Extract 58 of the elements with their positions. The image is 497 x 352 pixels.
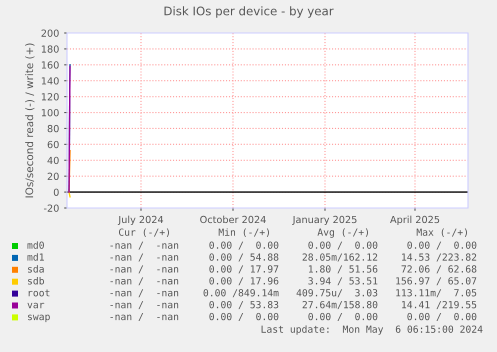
text: -nan / -nan: [110, 313, 178, 322]
y-tick-label: 120: [42, 93, 59, 100]
text: Avg (-/+): [318, 228, 368, 238]
legend-label: var: [27, 302, 44, 308]
y-tick-label: 40: [47, 156, 59, 164]
y-tick-label: 0: [54, 188, 59, 196]
text: -nan / -nan: [110, 301, 178, 310]
text: 0.00 / 54.88: [209, 253, 278, 262]
text: 0.00 / 53.83: [209, 300, 278, 310]
y-tick-label: 80: [48, 124, 59, 132]
text: 156.97 / 65.07: [396, 277, 476, 286]
x-tick-label: January 2025: [292, 216, 356, 226]
text: Last update: Mon May 6 06:15:00 2024: [262, 325, 483, 335]
text: 409.75u/ 3.03: [296, 289, 378, 298]
legend-label: swap: [28, 314, 50, 322]
text: -nan / -nan: [110, 289, 178, 298]
text: 0.00 / 17.96: [209, 277, 278, 286]
text: 113.11m/ 7.05: [396, 289, 476, 298]
legend-label: md1: [28, 253, 44, 261]
legend-label: md0: [28, 241, 44, 249]
y-tick-label: -20: [44, 204, 59, 212]
text: 14.53 /223.82: [402, 253, 476, 262]
legend-label: sda: [28, 265, 44, 273]
y-axis-title: IOs/second read (-) / write (+): [25, 43, 34, 198]
y-tick-label: 20: [48, 172, 59, 180]
text: 0.00 / 0.00: [407, 241, 476, 250]
text: -nan / -nan: [110, 265, 178, 274]
text: Max (-/+): [416, 228, 467, 237]
text: 27.64m/158.80: [302, 300, 378, 310]
text: 0.00 / 0.00: [209, 241, 278, 250]
x-tick-label: October 2024: [200, 216, 266, 224]
text: 0.00 / 0.00: [209, 312, 278, 322]
legend-label: root: [28, 289, 50, 296]
text: Min (-/+): [218, 228, 269, 237]
y-tick-label: 160: [42, 61, 59, 69]
text: 72.06 / 62.68: [402, 265, 476, 274]
text: 0.00 / 0.00: [308, 312, 378, 322]
text: -nan / -nan: [110, 242, 178, 250]
legend-label: sdb: [28, 277, 44, 285]
text: 14.41 /219.55: [402, 300, 476, 310]
x-tick-label: July 2024: [118, 216, 164, 226]
chart-title: Disk IOs per device - by year: [164, 6, 334, 18]
text: 28.05m/162.12: [302, 253, 378, 262]
text: 0.00 /849.14m: [204, 289, 279, 298]
text: -nan / -nan: [110, 277, 178, 286]
text: -nan / -nan: [110, 254, 178, 262]
y-tick-label: 200: [42, 29, 59, 37]
y-tick-label: 140: [42, 77, 59, 85]
y-tick-label: 180: [42, 45, 59, 53]
x-tick-label: April 2025: [390, 216, 440, 226]
text: 0.00 / 0.00: [308, 241, 378, 250]
text: 1.80 / 51.56: [308, 265, 378, 274]
y-tick-label: 100: [42, 109, 59, 116]
text: Cur (-/+): [118, 228, 169, 237]
text: 0.00 / 0.00: [407, 312, 476, 322]
text: 3.94 / 53.51: [308, 277, 378, 286]
text: 0.00 / 17.97: [209, 265, 278, 274]
y-tick-label: 60: [48, 140, 59, 148]
